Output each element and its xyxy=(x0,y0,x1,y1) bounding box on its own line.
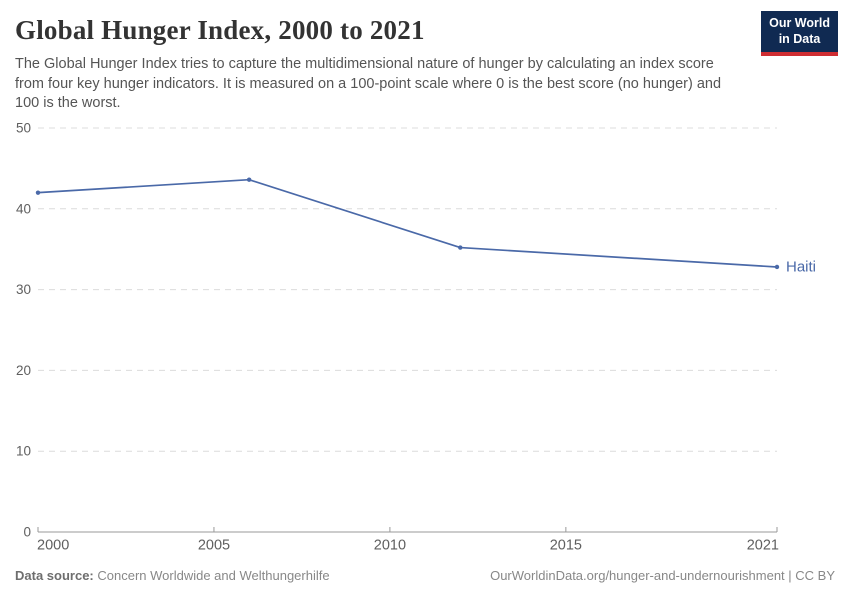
data-point[interactable] xyxy=(35,190,41,195)
y-tick-label: 0 xyxy=(23,525,31,540)
y-tick-label: 40 xyxy=(16,201,31,216)
data-point[interactable] xyxy=(458,245,463,250)
data-source: Data source: Concern Worldwide and Welth… xyxy=(15,568,330,583)
data-source-label: Data source: xyxy=(15,568,94,583)
y-tick-label: 20 xyxy=(16,363,31,378)
y-tick-label: 50 xyxy=(16,121,31,136)
x-tick-label: 2010 xyxy=(374,538,406,554)
data-point[interactable] xyxy=(774,264,780,270)
chart-subtitle: The Global Hunger Index tries to capture… xyxy=(15,56,722,111)
x-tick-label: 2021 xyxy=(747,538,779,554)
page-title: Global Hunger Index, 2000 to 2021 xyxy=(15,15,425,45)
y-tick-label: 10 xyxy=(16,444,31,459)
owid-logo-line1: Our World xyxy=(769,16,830,30)
x-tick-label: 2005 xyxy=(198,538,230,554)
x-tick-label: 2015 xyxy=(550,538,582,554)
series-end-label[interactable]: Haiti xyxy=(786,258,816,275)
y-tick-label: 30 xyxy=(16,282,31,297)
data-source-value: Concern Worldwide and Welthungerhilfe xyxy=(97,568,330,583)
owid-logo[interactable]: Our World in Data xyxy=(761,11,838,56)
owid-logo-line2: in Data xyxy=(778,31,821,46)
footer-link[interactable]: OurWorldinData.org/hunger-and-undernouri… xyxy=(490,568,835,583)
chart-header: Global Hunger Index, 2000 to 2021 The Gl… xyxy=(15,15,760,114)
plot-line-haiti[interactable] xyxy=(37,178,778,268)
owid-logo-box: Our World in Data xyxy=(761,11,838,56)
x-tick-label: 2000 xyxy=(37,538,69,554)
data-point[interactable] xyxy=(246,177,252,182)
chart-footer: Data source: Concern Worldwide and Welth… xyxy=(15,568,835,583)
